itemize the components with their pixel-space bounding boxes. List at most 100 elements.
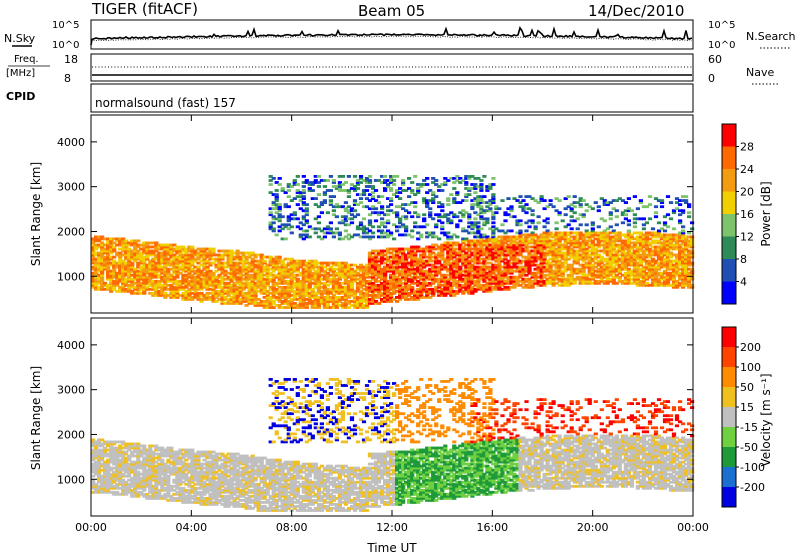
range-cell: [395, 213, 400, 217]
range-cell: [370, 289, 376, 293]
range-cell: [199, 281, 204, 285]
range-cell: [292, 306, 297, 309]
range-cell: [419, 235, 424, 239]
range-cell: [190, 253, 195, 257]
range-cell: [512, 285, 517, 289]
range-cell: [662, 265, 668, 269]
range-cell: [295, 267, 300, 271]
range-cell: [461, 227, 466, 231]
range-cell: [211, 271, 216, 275]
range-cell: [488, 289, 493, 293]
range-cell: [398, 191, 403, 194]
range-cell: [557, 241, 562, 245]
range-cell: [515, 283, 520, 287]
range-cell: [554, 209, 559, 213]
range-cell: [199, 271, 204, 275]
range-cell: [328, 289, 333, 293]
range-cell: [467, 267, 472, 271]
range-cell: [509, 269, 514, 273]
range-cell: [103, 255, 108, 259]
range-cell: [425, 177, 430, 180]
range-cell: [151, 245, 156, 249]
range-cell: [337, 287, 342, 291]
range-cell: [500, 235, 505, 239]
range-cell: [566, 237, 571, 241]
range-cell: [127, 261, 132, 265]
range-cell: [425, 291, 430, 295]
range-cell: [367, 253, 373, 257]
range-cell: [316, 279, 321, 283]
range-cell: [235, 265, 240, 269]
range-cell: [395, 215, 400, 219]
range-cell: [334, 261, 339, 265]
range-cell: [608, 271, 613, 275]
range-cell: [271, 257, 276, 261]
range-cell: [286, 195, 291, 198]
range-cell: [232, 289, 237, 293]
range-cell: [386, 291, 391, 295]
range-cell: [97, 259, 102, 263]
range-cell: [247, 251, 252, 255]
range-cell: [524, 277, 529, 281]
range-cell: [545, 239, 550, 243]
range-cell: [422, 253, 427, 257]
range-cell: [650, 259, 656, 263]
range-cell: [355, 213, 361, 217]
range-cell: [437, 247, 442, 251]
range-cell: [410, 269, 415, 273]
range-cell: [106, 259, 111, 263]
range-cell: [518, 249, 523, 253]
range-cell: [428, 215, 433, 219]
range-cell: [560, 277, 565, 281]
range-cell: [404, 267, 409, 271]
range-cell: [566, 277, 571, 281]
range-cell: [590, 231, 595, 235]
range-cell: [199, 294, 204, 297]
range-cell: [148, 281, 153, 285]
range-cell: [443, 247, 448, 251]
range-cell: [211, 257, 216, 261]
range-cell: [482, 209, 487, 213]
range-cell: [367, 221, 373, 225]
range-cell: [346, 191, 351, 194]
range-cell: [142, 277, 147, 281]
range-cell: [431, 287, 436, 291]
range-cell: [268, 221, 273, 225]
range-cell: [145, 241, 150, 245]
range-cell: [313, 203, 318, 206]
range-cell: [524, 267, 529, 271]
range-cell: [238, 257, 243, 261]
range-cell: [208, 251, 213, 255]
range-cell: [383, 275, 388, 279]
range-cell: [235, 287, 240, 291]
range-cell: [301, 302, 306, 305]
range-cell: [205, 291, 210, 295]
range-cell: [220, 302, 225, 305]
range-cell: [527, 261, 532, 265]
range-cell: [455, 243, 460, 247]
range-cell: [298, 302, 303, 305]
range-cell: [614, 261, 619, 265]
range-cell: [638, 243, 643, 247]
range-cell: [419, 294, 424, 297]
range-cell: [271, 287, 276, 291]
range-cell: [295, 294, 300, 297]
range-cell: [422, 277, 427, 281]
range-cell: [301, 281, 306, 285]
range-cell: [545, 263, 550, 267]
range-cell: [611, 247, 616, 251]
range-cell: [292, 197, 297, 200]
range-cell: [346, 189, 351, 192]
range-cell: [142, 283, 147, 287]
frequency-panel: Freq. [MHz] 18 8 60 0 Nave: [6, 53, 778, 85]
range-cell: [455, 225, 460, 229]
range-cell: [343, 306, 348, 309]
range-cell: [175, 269, 180, 273]
range-cell: [383, 269, 388, 273]
range-cell: [304, 211, 309, 215]
range-cell: [548, 249, 553, 253]
range-cell: [148, 283, 153, 287]
range-cell: [491, 263, 496, 267]
range-cell: [551, 235, 556, 239]
range-cell: [358, 197, 364, 200]
